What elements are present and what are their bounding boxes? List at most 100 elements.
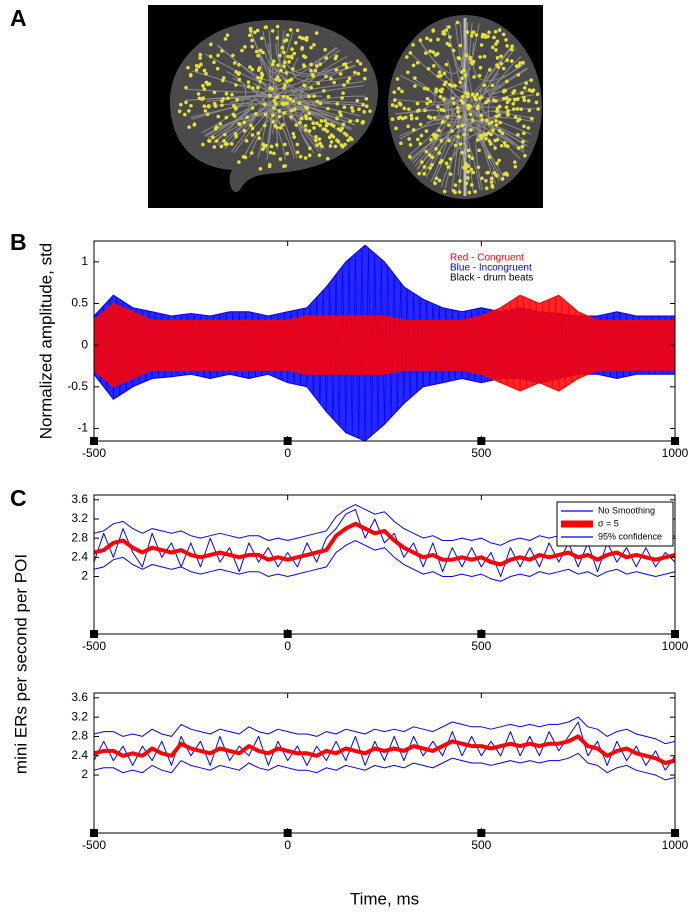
dot: [431, 50, 436, 54]
dot: [424, 129, 429, 133]
dot: [268, 93, 272, 98]
dot: [260, 73, 265, 77]
dot: [332, 80, 336, 85]
dot: [453, 83, 457, 88]
dot: [329, 76, 333, 81]
dot: [327, 135, 332, 140]
dot: [484, 186, 489, 190]
dot: [226, 96, 230, 101]
dot: [220, 99, 224, 103]
fiber: [185, 88, 279, 93]
dot: [466, 164, 471, 168]
dot: [488, 142, 493, 146]
dot: [280, 101, 285, 106]
dot: [215, 66, 220, 71]
dot: [472, 95, 477, 100]
dot: [338, 72, 343, 76]
dot: [499, 61, 503, 66]
dot: [441, 31, 446, 36]
dot: [504, 79, 509, 84]
dot: [493, 138, 497, 143]
fiber: [210, 108, 251, 141]
fiber: [273, 60, 353, 90]
fiber: [399, 121, 484, 138]
dot: [495, 161, 499, 166]
dot: [341, 122, 346, 127]
dot: [460, 150, 465, 155]
dot: [313, 68, 318, 73]
dot: [456, 124, 460, 129]
dot: [249, 123, 253, 128]
dot: [415, 101, 420, 106]
dot: [511, 107, 516, 111]
dot: [476, 104, 480, 109]
dot: [529, 116, 534, 121]
dot: [258, 48, 263, 53]
dot: [530, 89, 534, 94]
dot: [439, 73, 443, 78]
dot: [477, 148, 481, 153]
dot: [222, 139, 226, 143]
dot: [445, 114, 450, 119]
dot: [478, 65, 483, 70]
dot: [277, 78, 282, 83]
dot: [248, 65, 252, 69]
dot: [364, 96, 369, 101]
dot: [483, 33, 487, 37]
dot: [261, 50, 265, 55]
dot: [522, 98, 527, 103]
dot: [302, 83, 307, 88]
dot: [307, 153, 312, 158]
dot: [486, 98, 491, 103]
dot: [334, 67, 339, 72]
dot: [289, 108, 294, 113]
dot: [207, 139, 212, 143]
dot: [315, 143, 319, 147]
fiber: [456, 134, 474, 192]
dot: [248, 33, 252, 38]
dot: [356, 71, 361, 76]
dot: [309, 68, 313, 73]
dot: [243, 155, 248, 160]
dot: [521, 60, 525, 65]
dot: [177, 109, 182, 114]
dot: [425, 87, 430, 91]
dot: [314, 31, 319, 35]
dot: [224, 115, 229, 120]
dot: [315, 99, 320, 104]
dot: [257, 66, 262, 70]
dot: [523, 153, 527, 158]
dot: [285, 101, 289, 106]
dot: [207, 82, 212, 86]
dot: [307, 94, 311, 99]
dot: [220, 103, 224, 108]
dot: [308, 116, 312, 121]
dot: [212, 145, 217, 149]
dot: [484, 100, 488, 105]
dot: [494, 114, 499, 119]
dot: [399, 141, 403, 146]
dot: [209, 42, 213, 47]
x-tick-label: 1000: [662, 639, 689, 653]
dot: [219, 144, 224, 149]
dot: [470, 92, 475, 97]
dot: [460, 123, 464, 128]
dot: [490, 45, 495, 50]
dot: [187, 109, 191, 113]
dot: [230, 92, 234, 97]
dot: [452, 101, 456, 106]
dot: [302, 64, 307, 69]
dot: [413, 84, 417, 88]
dot: [464, 91, 468, 95]
fiber: [420, 109, 471, 173]
dot: [521, 139, 525, 144]
dot: [250, 126, 255, 131]
dot: [309, 62, 313, 67]
dot: [202, 68, 207, 73]
dot: [428, 116, 433, 120]
x-tick-label: 0: [284, 446, 291, 460]
dot: [314, 64, 319, 68]
dot: [439, 89, 444, 94]
dot: [482, 83, 487, 88]
dot: [282, 64, 286, 68]
